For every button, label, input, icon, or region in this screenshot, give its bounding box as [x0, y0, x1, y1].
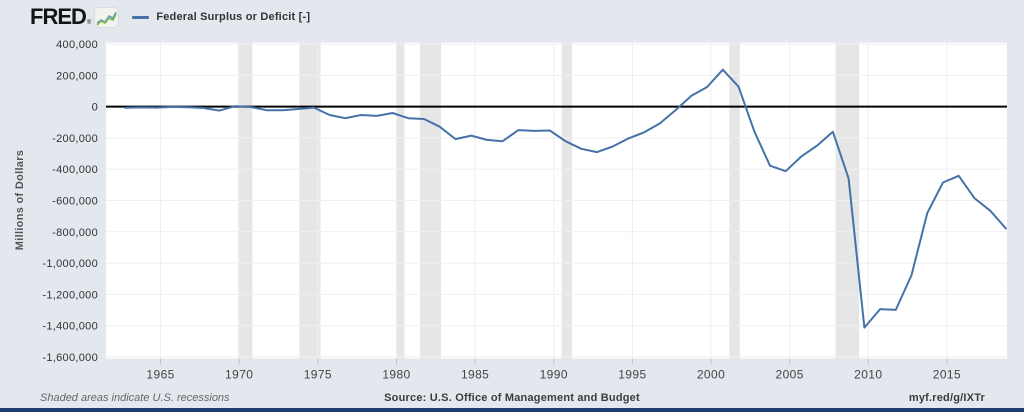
x-tick-label: 1995 — [618, 368, 646, 382]
chart-footer: Shaded areas indicate U.S. recessions So… — [0, 392, 1024, 408]
x-tick-label: 2010 — [854, 368, 882, 382]
legend: Federal Surplus or Deficit [-] — [132, 11, 310, 23]
legend-label: Federal Surplus or Deficit [-] — [156, 11, 311, 23]
y-tick-label: -1,600,000 — [42, 352, 98, 364]
x-tick-label: 2005 — [776, 368, 804, 382]
series-line-federal-surplus-or-deficit[interactable] — [124, 68, 1007, 329]
x-tick-label: 1965 — [146, 368, 174, 382]
fred-registered-mark: ® — [86, 20, 92, 26]
x-tick-label: 1975 — [304, 368, 332, 382]
y-tick-label: -800,000 — [52, 227, 98, 239]
y-tick-label: -200,000 — [52, 133, 98, 145]
x-tick-label: 2015 — [933, 368, 961, 382]
source-text: Source: U.S. Office of Management and Bu… — [384, 392, 640, 404]
x-tick-label: 1990 — [540, 368, 568, 382]
legend-line-swatch — [132, 15, 150, 19]
y-tick-label: -1,000,000 — [42, 258, 98, 270]
y-tick-label: -600,000 — [52, 196, 98, 208]
y-tick-label: -400,000 — [52, 164, 98, 176]
y-tick-label: 200,000 — [56, 70, 98, 82]
fred-logo-chart-icon — [95, 8, 119, 27]
y-tick-label: -1,400,000 — [42, 321, 98, 333]
y-tick-label: -1,200,000 — [42, 289, 98, 301]
chart-header: FRED ® Federal Surplus or Deficit [-] — [0, 0, 1024, 34]
y-tick-label: 400,000 — [56, 39, 98, 51]
x-tick-label: 1985 — [461, 368, 489, 382]
y-tick-label: 0 — [92, 102, 98, 114]
bottom-navy-bar — [0, 408, 1024, 412]
fred-logo[interactable]: FRED ® — [30, 4, 119, 29]
recession-note: Shaded areas indicate U.S. recessions — [40, 392, 230, 404]
y-axis-title: Millions of Dollars — [14, 149, 26, 251]
fred-logo-text: FRED — [30, 4, 87, 29]
x-tick-label: 1970 — [225, 368, 253, 382]
short-link[interactable]: myf.red/g/IXTr — [908, 392, 985, 404]
x-tick-label: 1980 — [382, 368, 410, 382]
x-tick-label: 2000 — [697, 368, 725, 382]
